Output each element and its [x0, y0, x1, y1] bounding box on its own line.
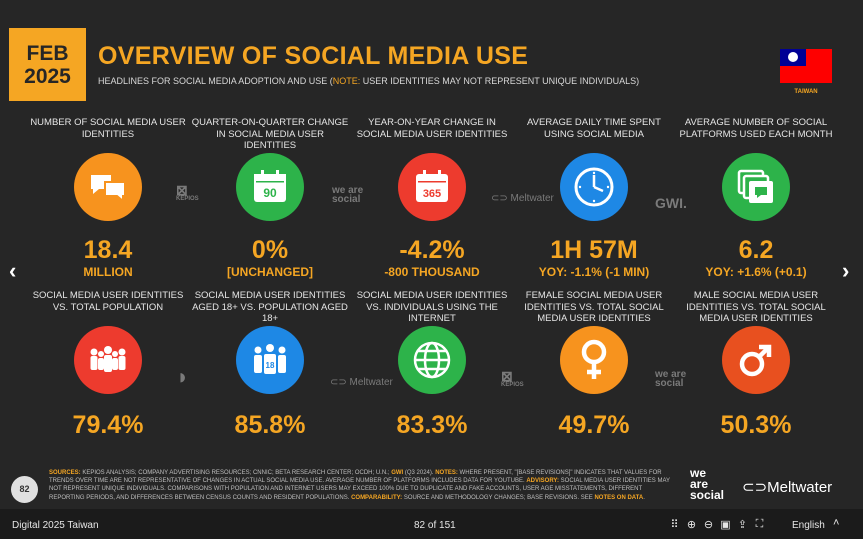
stat-value: 49.7% [558, 411, 630, 439]
page-indicator: 82 of 151 [414, 520, 456, 531]
stat-subvalue: MILLION [83, 265, 133, 279]
stat-label: SOCIAL MEDIA USER IDENTITIES vs. TOTAL P… [32, 290, 184, 313]
stat-card-qoq-change: QUARTER-ON-QUARTER CHANGE IN SOCIAL MEDI… [189, 117, 351, 279]
country-label: TAIWAN [794, 89, 818, 95]
globe-icon [398, 326, 466, 394]
stacked-windows-icon [722, 153, 790, 221]
page-subtitle: HEADLINES FOR SOCIAL MEDIA ADOPTION AND … [98, 76, 640, 86]
stat-label: AVERAGE DAILY TIME SPENT USING SOCIAL ME… [527, 117, 661, 140]
data-source-watermark-icon: ◗ [176, 364, 190, 389]
female-symbol-icon [560, 326, 628, 394]
date-month: FEB [26, 42, 69, 65]
stat-card-male: MALE SOCIAL MEDIA USER IDENTITIES vs. TO… [675, 290, 837, 438]
stat-label: NUMBER OF SOCIAL MEDIA USER IDENTITIES [30, 117, 186, 140]
stat-value: -4.2% [399, 236, 465, 264]
stat-label: SOCIAL MEDIA USER IDENTITIES vs. INDIVID… [356, 290, 508, 324]
stat-card-vs-internet: SOCIAL MEDIA USER IDENTITIES vs. INDIVID… [351, 290, 513, 438]
stat-card-female: FEMALE SOCIAL MEDIA USER IDENTITIES vs. … [513, 290, 675, 438]
next-slide-arrow[interactable]: › [842, 258, 850, 283]
stat-card-user-identities: NUMBER OF SOCIAL MEDIA USER IDENTITIES 1… [27, 117, 189, 279]
stat-label: MALE SOCIAL MEDIA USER IDENTITIES vs. TO… [686, 290, 826, 324]
stat-subvalue: [UNCHANGED] [227, 265, 313, 279]
calendar-text: 90 [263, 186, 277, 200]
share-icon[interactable]: ⇪ [737, 519, 748, 531]
kepios-watermark: ⊠ KEPIOS [176, 182, 199, 202]
document-title: Digital 2025 Taiwan [12, 520, 99, 531]
date-year: 2025 [24, 65, 71, 88]
calendar-365-icon: 365 [398, 153, 466, 221]
date-badge: FEB 2025 [9, 28, 86, 101]
calendar-text: 365 [423, 188, 441, 200]
stat-label: QUARTER-ON-QUARTER CHANGE IN SOCIAL MEDI… [191, 117, 349, 151]
notes-on-data-link[interactable]: NOTES ON DATA [594, 494, 644, 501]
stat-value: 0% [251, 236, 289, 264]
fit-screen-icon[interactable]: ▣ [720, 519, 731, 531]
page-title: OVERVIEW OF SOCIAL MEDIA USE [98, 42, 529, 70]
stat-value: 85.8% [234, 411, 306, 439]
stat-value: 18.4 [83, 236, 133, 264]
slide: FEB 2025 OVERVIEW OF SOCIAL MEDIA USE HE… [0, 0, 863, 509]
badge-text: 18 [266, 361, 275, 370]
stat-card-vs-population: SOCIAL MEDIA USER IDENTITIES vs. TOTAL P… [27, 290, 189, 438]
stat-subvalue: -800 THOUSAND [384, 265, 480, 279]
meltwater-logo-icon: ⊂⊃ [742, 479, 768, 496]
stat-value: 1H 57M [550, 236, 638, 264]
previous-slide-arrow[interactable]: ‹ [9, 258, 17, 283]
stat-subvalue: YOY: -1.1% (-1 MIN) [538, 265, 650, 279]
meltwater-watermark: ⊂⊃ Meltwater [330, 377, 393, 388]
meltwater-logo-icon: ⊂⊃ [491, 193, 511, 204]
meltwater-watermark: ⊂⊃ Meltwater [491, 193, 554, 204]
meltwater-logo-icon: ⊂⊃ [330, 377, 350, 388]
wearesocial-logo: we are social [690, 466, 725, 502]
stat-label: FEMALE SOCIAL MEDIA USER IDENTITIES vs. … [524, 290, 664, 324]
stat-card-platforms: AVERAGE NUMBER OF SOCIAL PLATFORMS USED … [675, 117, 837, 279]
stat-card-adults-18: SOCIAL MEDIA USER IDENTITIES AGED 18+ vs… [189, 290, 351, 438]
wearesocial-watermark: we are social [655, 369, 687, 389]
stat-value: 6.2 [738, 236, 774, 264]
stat-card-daily-time: AVERAGE DAILY TIME SPENT USING SOCIAL ME… [513, 117, 675, 279]
stat-label: AVERAGE NUMBER OF SOCIAL PLATFORMS USED … [679, 117, 833, 140]
zoom-out-icon[interactable]: ⊖ [703, 519, 714, 531]
gwi-watermark: GWI. [655, 195, 687, 211]
speech-bubbles-icon [74, 153, 142, 221]
stat-label: SOCIAL MEDIA USER IDENTITIES AGED 18+ vs… [192, 290, 348, 324]
fullscreen-icon[interactable]: ⛶ [755, 518, 764, 530]
stat-value: 50.3% [720, 411, 792, 439]
calendar-90-icon: 90 [236, 153, 304, 221]
stat-card-yoy-change: YEAR-ON-YEAR CHANGE IN SOCIAL MEDIA USER… [351, 117, 513, 279]
viewer-toolbar: Digital 2025 Taiwan 82 of 151 ⠿ ⊕ ⊖ ▣ ⇪ … [0, 509, 863, 539]
wearesocial-watermark: we are social [332, 185, 364, 205]
page-number-badge: 82 [11, 476, 38, 503]
zoom-in-icon[interactable]: ⊕ [686, 519, 697, 531]
viewer-tools: ⠿ ⊕ ⊖ ▣ ⇪ ⛶ [666, 518, 768, 532]
grid-view-icon[interactable]: ⠿ [670, 519, 679, 531]
kepios-watermark: ⊠ KEPIOS [501, 368, 524, 388]
sources-footnote: SOURCES: KEPIOS ANALYSIS; COMPANY ADVERT… [49, 470, 670, 501]
adults-18-icon: 18 [236, 326, 304, 394]
crowd-icon [74, 326, 142, 394]
stat-value: 79.4% [72, 411, 144, 439]
male-symbol-icon [722, 326, 790, 394]
meltwater-logo: ⊂⊃Meltwater [742, 479, 833, 496]
stat-value: 83.3% [396, 411, 468, 439]
clock-icon [560, 153, 628, 221]
language-selector[interactable]: English [792, 520, 825, 531]
chevron-up-icon[interactable]: ˄ [833, 517, 840, 529]
stat-label: YEAR-ON-YEAR CHANGE IN SOCIAL MEDIA USER… [356, 117, 508, 140]
taiwan-flag-icon [780, 49, 832, 83]
stat-subvalue: YOY: +1.6% (+0.1) [705, 265, 807, 279]
